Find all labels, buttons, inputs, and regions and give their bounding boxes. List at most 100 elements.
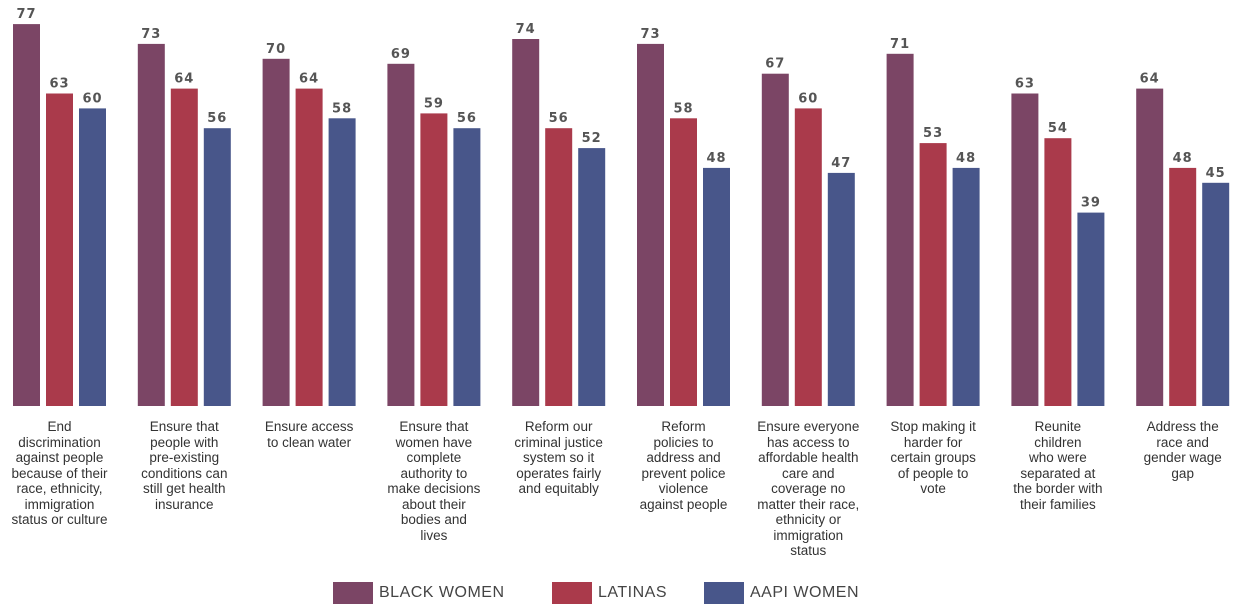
data-label: 73 bbox=[141, 27, 161, 42]
data-label: 71 bbox=[890, 37, 910, 52]
category-label-line: status or culture bbox=[11, 512, 108, 527]
category-label-line: harder for bbox=[903, 434, 963, 450]
bar-aapi-women-6 bbox=[703, 167, 730, 406]
category-label-line: pre-existing bbox=[149, 450, 220, 465]
category-label-line: to clean water bbox=[267, 434, 352, 450]
category-label-line: insurance bbox=[155, 496, 214, 512]
category-label-line: ethnicity or bbox=[775, 512, 841, 527]
bar-latinas-2 bbox=[170, 88, 198, 406]
category-label-line: and equitably bbox=[518, 481, 599, 496]
category-label-line: race and bbox=[1156, 434, 1209, 450]
category-label-line: people with bbox=[150, 434, 219, 450]
data-label: 60 bbox=[82, 91, 102, 106]
data-label: 59 bbox=[424, 96, 444, 111]
category-label-line: Reform bbox=[661, 419, 706, 434]
data-label: 64 bbox=[174, 72, 194, 87]
category-label-line: because of their bbox=[11, 465, 108, 481]
category-label-line: certain groups bbox=[890, 450, 976, 465]
category-label-line: lives bbox=[420, 527, 448, 543]
category-label-line: gender wage bbox=[1143, 450, 1222, 465]
bar-black-women-4 bbox=[387, 63, 415, 407]
category-label-line: make decisions bbox=[387, 481, 481, 496]
data-label: 70 bbox=[266, 42, 286, 57]
bar-aapi-women-10 bbox=[1202, 182, 1230, 406]
category-label-line: Address the bbox=[1146, 419, 1219, 434]
bar-aapi-women-8 bbox=[952, 167, 980, 406]
category-label-line: Ensure that bbox=[149, 419, 219, 434]
bar-latinas-6 bbox=[670, 118, 697, 407]
category-label-line: women have bbox=[395, 434, 473, 450]
category-label-line: bodies and bbox=[400, 512, 467, 527]
bar-aapi-women-7 bbox=[827, 172, 855, 406]
legend-label-aapi-women: AAPI WOMEN bbox=[750, 584, 860, 601]
category-label-line: Reform our bbox=[524, 419, 593, 434]
category-label: Stop making it harder for certain groups of… bbox=[871, 419, 995, 497]
bar-black-women-8 bbox=[886, 53, 914, 407]
category-label-line: about their bbox=[401, 496, 466, 512]
data-label: 74 bbox=[516, 22, 536, 37]
data-label: 63 bbox=[49, 77, 69, 92]
category-label-line: End bbox=[47, 419, 72, 434]
data-label: 54 bbox=[1048, 121, 1068, 136]
category-label-line: care and bbox=[782, 465, 835, 481]
data-label: 58 bbox=[332, 101, 352, 116]
category-label: Address the race and gender wage gap bbox=[1121, 419, 1236, 481]
bar-latinas-7 bbox=[794, 108, 822, 407]
bar-black-women-7 bbox=[761, 73, 789, 406]
bar-black-women-9 bbox=[1011, 93, 1039, 406]
bar-chart: 77 63 60 73 64 56 70 64 58 69 59 56 74 56 52 73 58 48 67 60… bbox=[13, 7, 1230, 407]
data-label: 39 bbox=[1081, 196, 1101, 211]
category-label-line: matter their race, bbox=[757, 496, 860, 512]
legend-label-latinas: LATINAS bbox=[598, 584, 667, 601]
category-label-line: Ensure access bbox=[264, 419, 354, 434]
data-label: 48 bbox=[706, 151, 726, 166]
bar-latinas-1 bbox=[46, 93, 73, 406]
data-label: 48 bbox=[956, 151, 976, 166]
category-label-line: complete bbox=[406, 450, 462, 465]
legend-swatch-black-women bbox=[333, 582, 373, 604]
bar-latinas-10 bbox=[1169, 167, 1197, 406]
category-label-line: discrimination bbox=[18, 434, 101, 450]
bar-black-women-6 bbox=[637, 43, 664, 407]
bar-latinas-8 bbox=[919, 143, 947, 406]
bar-aapi-women-3 bbox=[328, 118, 356, 407]
data-label: 56 bbox=[549, 111, 569, 126]
bar-black-women-10 bbox=[1136, 88, 1164, 406]
category-label: Ensure that people with pre-existing condit… bbox=[122, 419, 246, 512]
bar-aapi-women-9 bbox=[1077, 212, 1105, 406]
bar-aapi-women-4 bbox=[453, 128, 481, 406]
data-label: 67 bbox=[765, 57, 785, 72]
legend-swatch-aapi-women bbox=[704, 582, 744, 604]
category-label-line: Reunite bbox=[1034, 419, 1082, 434]
category-label-line: still get health bbox=[143, 481, 226, 496]
bar-latinas-4 bbox=[420, 113, 448, 407]
category-label-line: Stop making it bbox=[890, 419, 976, 434]
category-label-line: criminal justice bbox=[514, 434, 603, 450]
data-label: 64 bbox=[1140, 72, 1160, 87]
legend: BLACK WOMEN LATINAS AAPI WOMEN bbox=[0, 582, 1236, 604]
category-label-line: of people to bbox=[897, 465, 969, 481]
bar-latinas-3 bbox=[295, 88, 323, 406]
bar-black-women-3 bbox=[262, 58, 290, 407]
category-label-line: vote bbox=[920, 481, 946, 496]
bar-black-women-1 bbox=[13, 24, 40, 406]
data-label: 45 bbox=[1206, 166, 1226, 181]
category-label-line: address and bbox=[646, 450, 721, 465]
category-label: Reunite children who were separated at the b… bbox=[996, 419, 1120, 512]
category-label-line: conditions can bbox=[141, 465, 228, 481]
bar-black-women-2 bbox=[137, 43, 165, 407]
category-label-line: operates fairly bbox=[516, 465, 602, 481]
bar-latinas-5 bbox=[545, 128, 573, 406]
category-label-line: gap bbox=[1171, 465, 1194, 481]
bar-aapi-women-5 bbox=[578, 148, 606, 406]
bar-aapi-women-2 bbox=[203, 128, 231, 406]
data-label: 60 bbox=[798, 91, 818, 106]
bar-aapi-women-1 bbox=[79, 108, 106, 407]
category-label-line: race, ethnicity, bbox=[16, 481, 103, 496]
category-label: Reform policies to address and prevent poli… bbox=[622, 419, 746, 512]
category-label: Ensure access to clean water bbox=[247, 419, 371, 450]
category-label-line: authority to bbox=[400, 465, 468, 481]
category-label-line: has access to bbox=[767, 434, 850, 450]
category-label-line: separated at bbox=[1020, 465, 1096, 481]
category-label-line: who were bbox=[1029, 450, 1087, 465]
